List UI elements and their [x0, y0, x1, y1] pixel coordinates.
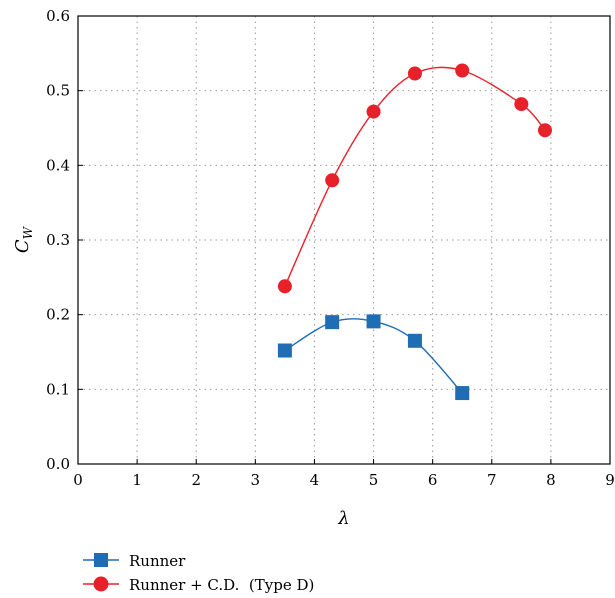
- data-point-square: [325, 315, 340, 330]
- x-tick-label: 3: [251, 471, 261, 489]
- data-point-circle: [325, 173, 340, 188]
- svg-text:CW: CW: [12, 225, 35, 253]
- x-axis-ticks: 0 1 2 3 4 5 6 7 8 9: [73, 459, 615, 489]
- x-tick-label: 5: [369, 471, 379, 489]
- y-axis-title: CW: [12, 225, 35, 253]
- legend-item-runner-cd: Runner + C.D. (Type D): [83, 576, 314, 594]
- legend-circle-marker: [93, 576, 109, 592]
- x-tick-label: 0: [73, 471, 83, 489]
- y-tick-label: 0.1: [46, 380, 70, 398]
- x-tick-label: 9: [605, 471, 615, 489]
- y-axis-title-main: C: [12, 239, 33, 253]
- x-tick-label: 6: [428, 471, 438, 489]
- x-tick-label: 4: [310, 471, 320, 489]
- y-tick-label: 0.4: [46, 156, 70, 174]
- legend-item-runner: Runner: [83, 552, 186, 570]
- data-point-circle: [514, 97, 529, 112]
- y-tick-label: 0.0: [46, 455, 70, 473]
- y-tick-label: 0.5: [46, 82, 70, 100]
- legend: Runner Runner + C.D. (Type D): [83, 552, 314, 594]
- x-tick-label: 1: [132, 471, 142, 489]
- series-markers: [277, 63, 552, 401]
- y-axis-ticks: 0.0 0.1 0.2 0.3 0.4 0.5 0.6: [46, 7, 83, 473]
- legend-label-runner-cd: Runner + C.D. (Type D): [129, 576, 314, 594]
- gridlines: [78, 16, 610, 464]
- y-tick-label: 0.6: [46, 7, 70, 25]
- x-tick-label: 2: [191, 471, 201, 489]
- data-point-square: [455, 386, 470, 401]
- y-tick-label: 0.2: [46, 306, 70, 324]
- data-point-circle: [407, 66, 422, 81]
- legend-label-runner: Runner: [129, 552, 186, 570]
- x-tick-label: 7: [487, 471, 497, 489]
- y-axis-title-subscript: W: [21, 225, 35, 239]
- y-tick-label: 0.3: [46, 231, 70, 249]
- data-point-circle: [455, 63, 470, 78]
- data-point-square: [366, 314, 381, 329]
- data-point-circle: [277, 279, 292, 294]
- legend-square-marker: [94, 553, 108, 567]
- series-line-1: [284, 66, 546, 287]
- x-tick-label: 8: [546, 471, 556, 489]
- data-point-circle: [366, 104, 381, 119]
- data-point-square: [407, 333, 422, 348]
- data-point-circle: [537, 123, 552, 138]
- x-axis-title: λ: [337, 508, 349, 529]
- data-point-square: [277, 343, 292, 358]
